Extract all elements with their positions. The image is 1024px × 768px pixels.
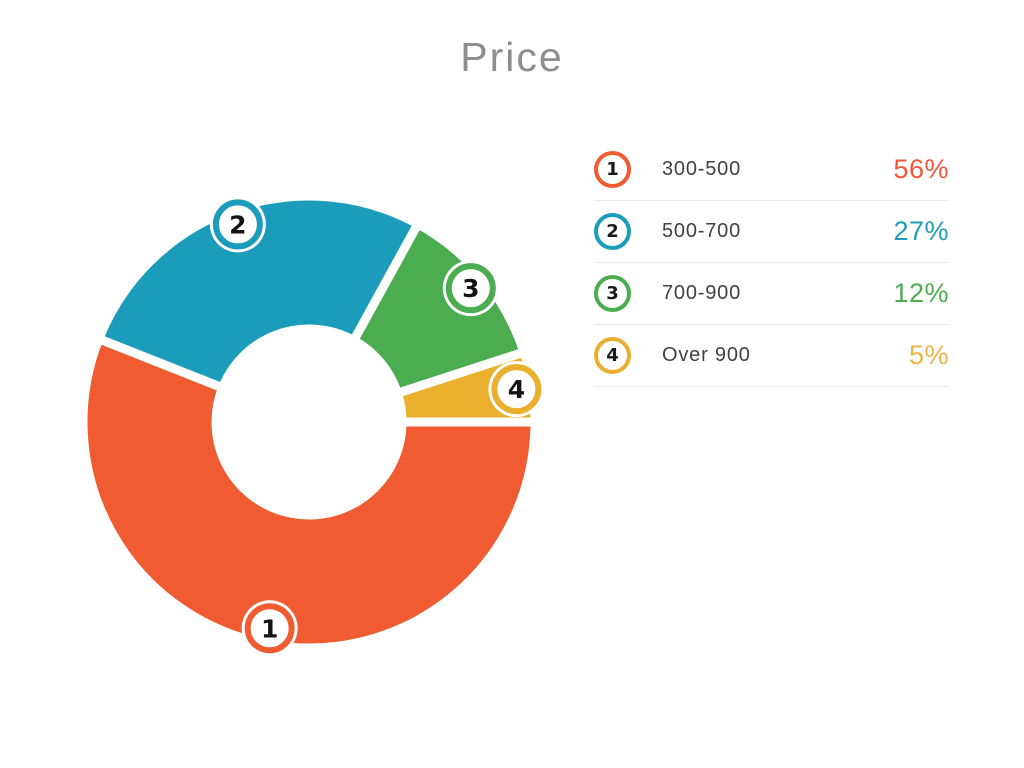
legend-label-1: 300-500 bbox=[662, 158, 741, 180]
marker-ring bbox=[445, 263, 496, 314]
legend-badge-2: 2 bbox=[594, 213, 631, 250]
legend-row-1: 1 300-500 56% bbox=[594, 139, 949, 201]
slice-marker-1: 1 bbox=[241, 600, 298, 657]
marker-number: 1 bbox=[261, 614, 278, 643]
legend-label-2: 500-700 bbox=[662, 220, 741, 242]
donut-chart: 1 2 3 4 bbox=[78, 191, 545, 657]
slice-marker-4: 4 bbox=[488, 361, 545, 418]
legend-label-4: Over 900 bbox=[662, 344, 751, 366]
marker-number: 2 bbox=[229, 210, 246, 239]
legend-badge-4: 4 bbox=[594, 337, 631, 374]
chart-title: Price bbox=[460, 34, 564, 80]
marker-ring bbox=[244, 603, 295, 654]
legend-row-2: 2 500-700 27% bbox=[594, 201, 949, 263]
legend-value-2: 27% bbox=[893, 216, 949, 246]
legend-value-3: 12% bbox=[893, 278, 949, 308]
slice-marker-2: 2 bbox=[209, 196, 266, 253]
marker-ring bbox=[491, 364, 542, 415]
legend: 1 300-500 56% 2 500-700 27% 3 700-900 12… bbox=[594, 139, 949, 387]
marker-number: 3 bbox=[462, 274, 479, 303]
legend-row-3: 3 700-900 12% bbox=[594, 263, 949, 325]
marker-number: 4 bbox=[508, 375, 525, 404]
marker-ring bbox=[212, 199, 263, 250]
slice-marker-3: 3 bbox=[442, 260, 499, 317]
legend-value-4: 5% bbox=[908, 340, 949, 370]
slice-700-900 bbox=[347, 217, 530, 399]
legend-badge-3: 3 bbox=[594, 275, 631, 312]
slice-300-500 bbox=[78, 332, 540, 653]
slice-500-700 bbox=[93, 191, 424, 394]
legend-label-3: 700-900 bbox=[662, 282, 741, 304]
legend-badge-1: 1 bbox=[594, 151, 631, 188]
legend-row-4: 4 Over 900 5% bbox=[594, 325, 949, 387]
legend-value-1: 56% bbox=[893, 154, 949, 184]
